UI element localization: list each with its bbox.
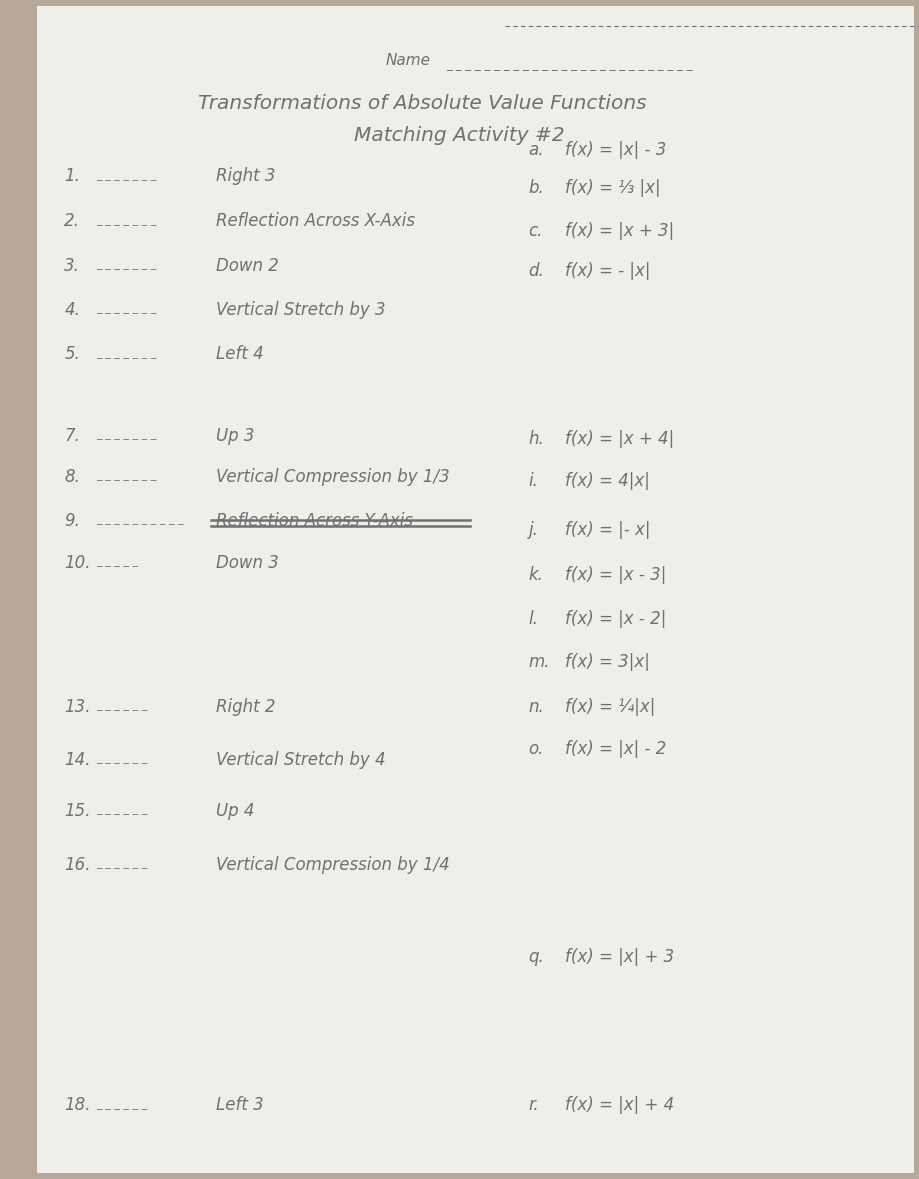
Text: Name: Name (386, 53, 431, 68)
Text: Reflection Across Y-Axis: Reflection Across Y-Axis (216, 512, 413, 529)
Text: f(x) = |x| - 3: f(x) = |x| - 3 (565, 141, 666, 159)
Text: f(x) = |x - 2|: f(x) = |x - 2| (565, 610, 666, 627)
Text: 2.: 2. (64, 212, 80, 230)
Text: _ _ _ _ _ _ _: _ _ _ _ _ _ _ (96, 303, 157, 312)
Text: 4.: 4. (64, 301, 80, 318)
Text: Down 2: Down 2 (216, 257, 278, 275)
Text: _ _ _ _ _ _ _: _ _ _ _ _ _ _ (96, 170, 157, 179)
Text: o.: o. (528, 740, 544, 758)
Text: Up 4: Up 4 (216, 802, 255, 819)
Text: r.: r. (528, 1096, 539, 1114)
Text: c.: c. (528, 222, 543, 239)
Text: Vertical Compression by 1/4: Vertical Compression by 1/4 (216, 856, 449, 874)
Text: 13.: 13. (64, 698, 91, 716)
Text: _ _ _ _ _ _: _ _ _ _ _ _ (96, 700, 148, 710)
Text: Vertical Compression by 1/3: Vertical Compression by 1/3 (216, 468, 449, 486)
Text: _ _ _ _ _ _ _ _ _ _ _ _ _ _ _ _ _ _ _ _ _ _ _ _ _ _: _ _ _ _ _ _ _ _ _ _ _ _ _ _ _ _ _ _ _ _ … (446, 57, 692, 70)
Text: Vertical Stretch by 4: Vertical Stretch by 4 (216, 751, 386, 769)
Text: 1.: 1. (64, 167, 80, 185)
Text: 5.: 5. (64, 345, 80, 363)
Text: j.: j. (528, 521, 539, 539)
Text: f(x) = 3|x|: f(x) = 3|x| (565, 653, 650, 671)
Text: n.: n. (528, 698, 544, 716)
Text: f(x) = |x + 3|: f(x) = |x + 3| (565, 222, 675, 239)
Text: 9.: 9. (64, 512, 80, 529)
Text: f(x) = 4|x|: f(x) = 4|x| (565, 472, 650, 489)
Text: Left 4: Left 4 (216, 345, 264, 363)
Text: i.: i. (528, 472, 539, 489)
Text: 14.: 14. (64, 751, 91, 769)
Text: Vertical Stretch by 3: Vertical Stretch by 3 (216, 301, 386, 318)
Text: k.: k. (528, 566, 543, 584)
Text: 16.: 16. (64, 856, 91, 874)
Text: _ _ _ _ _ _: _ _ _ _ _ _ (96, 804, 148, 814)
Text: _ _ _ _ _ _: _ _ _ _ _ _ (96, 1099, 148, 1108)
Text: Transformations of Absolute Value Functions: Transformations of Absolute Value Functi… (199, 94, 647, 113)
Text: f(x) = - |x|: f(x) = - |x| (565, 262, 651, 279)
Text: _ _ _ _ _ _ _: _ _ _ _ _ _ _ (96, 348, 157, 357)
Text: 10.: 10. (64, 554, 91, 572)
Text: Reflection Across X-Axis: Reflection Across X-Axis (216, 212, 415, 230)
Text: l.: l. (528, 610, 539, 627)
Text: _ _ _ _ _ _ _ _ _ _: _ _ _ _ _ _ _ _ _ _ (96, 514, 184, 523)
Text: Down 3: Down 3 (216, 554, 278, 572)
Text: f(x) = |- x|: f(x) = |- x| (565, 521, 651, 539)
Text: 3.: 3. (64, 257, 80, 275)
Text: _ _ _ _ _ _ _: _ _ _ _ _ _ _ (96, 259, 157, 269)
Text: 7.: 7. (64, 427, 80, 444)
Text: Matching Activity #2: Matching Activity #2 (354, 126, 565, 145)
Text: 15.: 15. (64, 802, 91, 819)
Text: _ _ _ _ _: _ _ _ _ _ (96, 556, 139, 566)
Text: q.: q. (528, 948, 544, 966)
Text: f(x) = |x| - 2: f(x) = |x| - 2 (565, 740, 666, 758)
Text: 18.: 18. (64, 1096, 91, 1114)
Text: f(x) = ¼|x|: f(x) = ¼|x| (565, 698, 655, 716)
Text: _ _ _ _ _ _ _: _ _ _ _ _ _ _ (96, 470, 157, 480)
Text: f(x) = |x + 4|: f(x) = |x + 4| (565, 430, 675, 448)
Text: a.: a. (528, 141, 544, 159)
Text: Left 3: Left 3 (216, 1096, 264, 1114)
Text: Right 2: Right 2 (216, 698, 276, 716)
Text: Right 3: Right 3 (216, 167, 276, 185)
Text: m.: m. (528, 653, 550, 671)
Text: 8.: 8. (64, 468, 80, 486)
Text: h.: h. (528, 430, 544, 448)
Text: _ _ _ _ _ _ _: _ _ _ _ _ _ _ (96, 429, 157, 439)
Text: f(x) = ⅓ |x|: f(x) = ⅓ |x| (565, 179, 661, 197)
Text: _ _ _ _ _ _: _ _ _ _ _ _ (96, 858, 148, 868)
Text: f(x) = |x| + 4: f(x) = |x| + 4 (565, 1096, 675, 1114)
Text: _ _ _ _ _ _ _: _ _ _ _ _ _ _ (96, 215, 157, 224)
Text: _ _ _ _ _ _: _ _ _ _ _ _ (96, 753, 148, 763)
Text: f(x) = |x| + 3: f(x) = |x| + 3 (565, 948, 675, 966)
FancyBboxPatch shape (37, 6, 914, 1173)
Text: b.: b. (528, 179, 544, 197)
Text: Up 3: Up 3 (216, 427, 255, 444)
Text: d.: d. (528, 262, 544, 279)
Text: f(x) = |x - 3|: f(x) = |x - 3| (565, 566, 666, 584)
